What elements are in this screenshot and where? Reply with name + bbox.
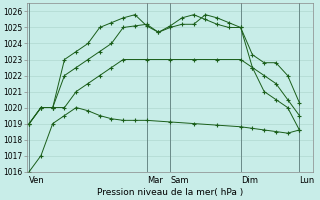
X-axis label: Pression niveau de la mer( hPa ): Pression niveau de la mer( hPa ): [97, 188, 243, 197]
